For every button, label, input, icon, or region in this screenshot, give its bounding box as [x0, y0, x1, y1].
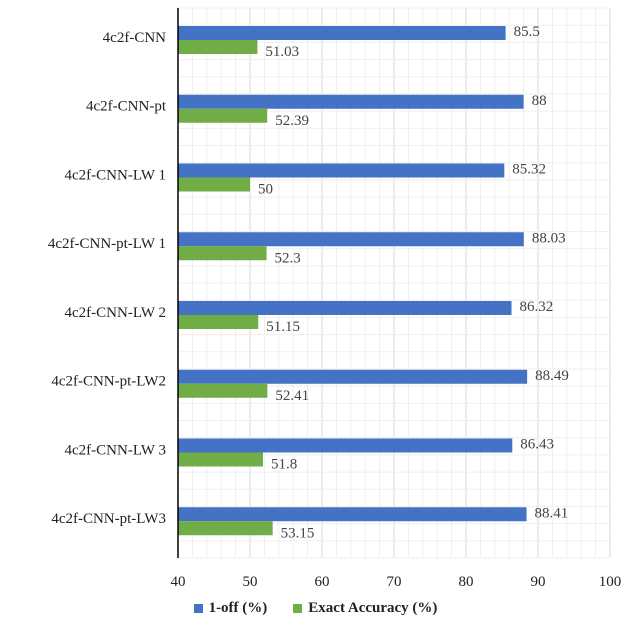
category-label: 4c2f-CNN-pt-LW2 [51, 374, 166, 390]
bar-1-off [178, 438, 513, 453]
bar-exact-accuracy [178, 177, 250, 192]
bar-chart: 85.5 51.03 4c2f-CNN 88 52.39 4c2f-CNN-pt 85.32… [48, 7, 622, 590]
category-label: 4c2f-CNN-LW 3 [65, 442, 167, 458]
data-label: 88 [532, 93, 547, 109]
bar-1-off [178, 507, 527, 522]
bar-1-off [178, 26, 506, 40]
legend: 1-off (%) Exact Accuracy (%) [0, 600, 631, 617]
category-label: 4c2f-CNN-pt-LW 1 [48, 236, 166, 252]
bar-exact-accuracy [178, 246, 267, 261]
bar-1-off [178, 94, 524, 109]
category-label: 4c2f-CNN [103, 30, 166, 46]
legend-swatch-1-off [193, 604, 203, 613]
bar-1-off [178, 369, 528, 384]
bar-exact-accuracy [178, 383, 268, 398]
bar-1-off [178, 163, 505, 178]
data-label: 52.39 [275, 113, 309, 129]
legend-label-exact-accuracy: Exact Accuracy (%) [308, 600, 438, 616]
data-label: 88.49 [535, 368, 569, 384]
x-tick-label: 60 [315, 574, 330, 590]
bar-exact-accuracy [178, 452, 263, 467]
bar-exact-accuracy [178, 521, 273, 536]
x-tick-label: 50 [243, 574, 258, 590]
data-label: 50 [258, 182, 273, 198]
data-label: 85.5 [514, 24, 540, 40]
data-label: 53.15 [281, 525, 315, 541]
data-label: 86.43 [520, 437, 554, 453]
x-tick-label: 80 [459, 574, 474, 590]
x-tick-label: 90 [531, 574, 546, 590]
bar-1-off [178, 232, 524, 247]
bar-exact-accuracy [178, 40, 258, 54]
data-label: 51.03 [265, 44, 299, 60]
data-label: 52.41 [275, 388, 309, 404]
legend-item-exact-accuracy: Exact Accuracy (%) [293, 600, 437, 617]
data-label: 51.8 [271, 457, 297, 473]
bar-exact-accuracy [178, 315, 259, 329]
category-label: 4c2f-CNN-pt [86, 99, 167, 115]
data-label: 88.03 [532, 230, 566, 246]
data-label: 88.41 [535, 505, 569, 521]
x-tick-label: 100 [599, 574, 622, 590]
bar-1-off [178, 301, 512, 315]
category-label: 4c2f-CNN-LW 1 [65, 167, 167, 183]
data-label: 51.15 [266, 319, 300, 335]
legend-item-1-off: 1-off (%) [193, 600, 268, 617]
category-label: 4c2f-CNN-LW 2 [65, 305, 167, 321]
x-tick-label: 70 [387, 574, 402, 590]
legend-label-1-off: 1-off (%) [208, 600, 268, 616]
data-label: 52.3 [275, 250, 301, 266]
category-label: 4c2f-CNN-pt-LW3 [51, 511, 166, 527]
bar-exact-accuracy [178, 108, 268, 123]
data-label: 86.32 [520, 299, 554, 315]
x-tick-label: 40 [171, 574, 186, 590]
legend-swatch-exact-accuracy [293, 604, 303, 613]
data-label: 85.32 [512, 162, 546, 178]
